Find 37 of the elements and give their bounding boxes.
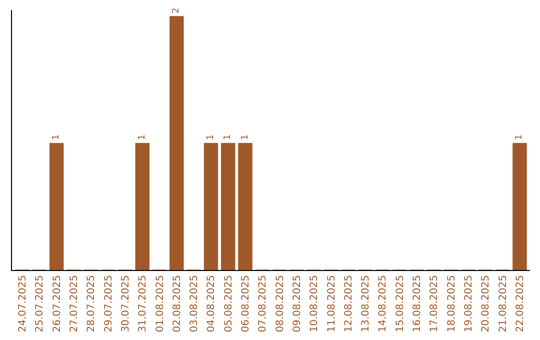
x-tick-label: 25.07.2025 <box>34 275 46 332</box>
x-tick-label: 30.07.2025 <box>120 275 132 332</box>
x-tick-label: 08.08.2025 <box>274 275 286 332</box>
x-tick-label: 03.08.2025 <box>189 275 200 332</box>
x-tick-label: 12.08.2025 <box>343 275 354 332</box>
x-tick-label: 28.07.2025 <box>86 275 98 332</box>
x-tick-label: 11.08.2025 <box>326 275 338 332</box>
x-tick-label: 13.08.2025 <box>360 275 372 332</box>
data-label: 1 <box>223 134 234 140</box>
x-tick-label: 20.08.2025 <box>480 275 492 332</box>
x-tick-label: 22.08.2025 <box>514 275 526 332</box>
data-label: 2 <box>172 8 182 14</box>
x-tick-label: 15.08.2025 <box>394 275 406 332</box>
x-tick-label: 04.08.2025 <box>206 275 218 332</box>
x-tick-label: 19.08.2025 <box>464 275 474 332</box>
x-tick-label: 14.08.2025 <box>378 275 389 332</box>
x-tick-label: 06.08.2025 <box>240 275 252 332</box>
x-tick-label: 10.08.2025 <box>309 275 320 332</box>
x-tick-label: 21.08.2025 <box>498 275 509 332</box>
x-tick-label: 05.08.2025 <box>223 275 234 332</box>
x-tick-label: 02.08.2025 <box>172 275 183 332</box>
x-tick-label: 17.08.2025 <box>429 275 440 332</box>
x-tick-label: 26.07.2025 <box>52 275 63 332</box>
x-tick-label: 27.07.2025 <box>69 275 80 332</box>
x-tick-label: 24.07.2025 <box>18 275 29 332</box>
x-tick-label: 09.08.2025 <box>292 275 303 332</box>
x-tick-label: 31.07.2025 <box>138 275 149 332</box>
data-label: 1 <box>514 134 525 140</box>
x-tick-label: 18.08.2025 <box>446 275 458 332</box>
data-label: 1 <box>52 134 62 140</box>
x-tick-label: 07.08.2025 <box>258 275 269 332</box>
data-label: 1 <box>206 134 216 140</box>
data-label: 1 <box>137 134 148 140</box>
x-tick-label: 29.07.2025 <box>103 275 114 332</box>
data-label: 1 <box>240 134 250 140</box>
x-tick-label: 01.08.2025 <box>154 275 166 332</box>
x-tick-label: 16.08.2025 <box>412 275 424 332</box>
